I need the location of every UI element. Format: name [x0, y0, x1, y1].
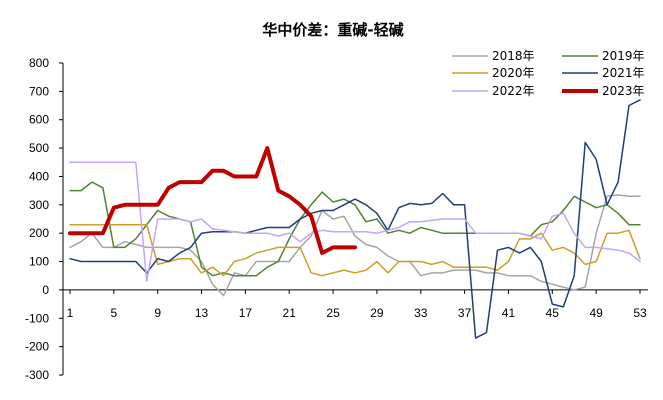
series-line-3 — [69, 99, 641, 339]
x-tick-label: 49 — [589, 306, 603, 320]
series-layer — [68, 99, 641, 339]
y-tick-label: 800 — [29, 56, 49, 70]
y-tick-label: -300 — [25, 368, 49, 382]
x-tick-label: 45 — [546, 306, 560, 320]
series-line-2 — [69, 223, 641, 277]
x-tick-label: 1 — [67, 306, 74, 320]
x-tick-label: 53 — [633, 306, 647, 320]
y-tick-label: 400 — [29, 169, 49, 183]
y-tick-label: -100 — [25, 311, 49, 325]
legend-label: 2020年 — [492, 66, 535, 80]
axes: -300 -200 -100 0 100 200 300 400 500 600 700 800 1 5 9… — [25, 56, 648, 382]
x-tick-label: 17 — [239, 306, 253, 320]
y-tick-label: 600 — [29, 113, 49, 127]
series-line-4 — [69, 161, 641, 283]
series-line-0 — [69, 194, 641, 297]
y-tick-label: 100 — [29, 255, 49, 269]
series-line-5 — [68, 146, 357, 255]
legend-label: 2021年 — [602, 66, 645, 80]
x-tick-label: 9 — [154, 306, 161, 320]
legend-label: 2023年 — [602, 84, 645, 98]
x-tick-label: 37 — [458, 306, 472, 320]
y-tick-label: 200 — [29, 226, 49, 240]
x-tick-label: 25 — [326, 306, 340, 320]
legend-label: 2018年 — [492, 49, 535, 63]
legend-label: 2022年 — [492, 84, 535, 98]
chart-title: 华中价差：重碱-轻碱 — [262, 21, 403, 39]
y-tick-label: 500 — [29, 141, 49, 155]
y-tick-label: 0 — [42, 283, 49, 297]
x-tick-label: 21 — [283, 306, 297, 320]
y-tick-label: -200 — [25, 340, 49, 354]
series-line-1 — [69, 181, 641, 277]
x-tick-label: 13 — [195, 306, 209, 320]
x-tick-label: 33 — [414, 306, 428, 320]
legend-label: 2019年 — [602, 49, 645, 63]
y-tick-label: 300 — [29, 198, 49, 212]
x-tick-label: 29 — [370, 306, 384, 320]
y-tick-label: 700 — [29, 84, 49, 98]
legend: 2018年 2019年 2020年 2021年 2022年 2023年 — [452, 49, 645, 98]
x-tick-label: 41 — [502, 306, 516, 320]
x-tick-label: 5 — [111, 306, 118, 320]
